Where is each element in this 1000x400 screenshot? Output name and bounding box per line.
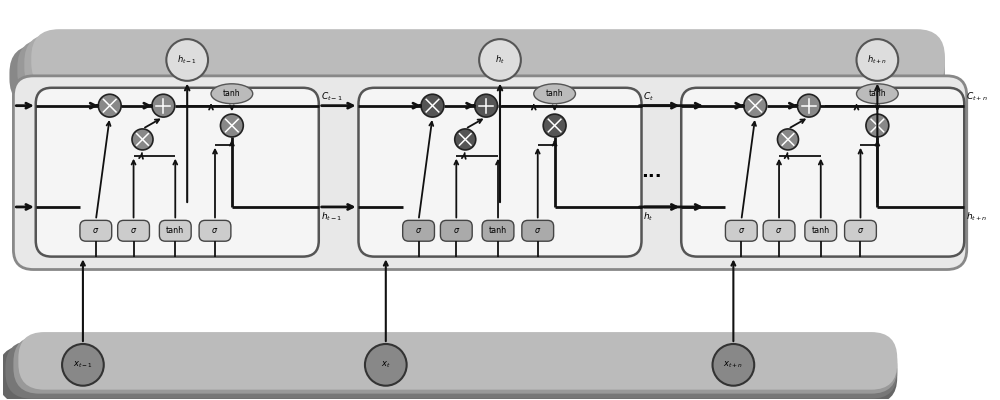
FancyBboxPatch shape [403,220,434,241]
Text: $\sigma$: $\sigma$ [130,226,137,235]
FancyBboxPatch shape [199,220,231,241]
Text: $C_{t+n}$: $C_{t+n}$ [966,91,988,103]
Text: $\sigma$: $\sigma$ [534,226,541,235]
Text: tanh: tanh [166,226,184,235]
Text: tanh: tanh [869,89,886,98]
Text: $h_{t+n}$: $h_{t+n}$ [867,54,887,66]
Text: $C_{t-1}$: $C_{t-1}$ [321,91,343,103]
FancyBboxPatch shape [805,220,837,241]
Text: $\sigma$: $\sigma$ [453,226,460,235]
FancyBboxPatch shape [13,336,897,394]
Circle shape [365,344,407,386]
Text: tanh: tanh [812,226,830,235]
Text: $\sigma$: $\sigma$ [857,226,864,235]
Text: ...: ... [641,163,661,181]
Text: $x_t$: $x_t$ [381,360,391,370]
FancyBboxPatch shape [24,34,945,96]
Circle shape [857,39,898,81]
FancyBboxPatch shape [440,220,472,241]
Circle shape [166,39,208,81]
FancyBboxPatch shape [36,88,319,257]
FancyBboxPatch shape [118,220,149,241]
FancyBboxPatch shape [9,45,945,107]
Circle shape [98,94,121,117]
Circle shape [62,344,104,386]
Circle shape [421,94,444,117]
Text: tanh: tanh [546,89,563,98]
Text: $x_{t+n}$: $x_{t+n}$ [723,360,743,370]
Text: $h_{t-1}$: $h_{t-1}$ [177,54,197,66]
FancyBboxPatch shape [13,76,967,270]
Text: $\sigma$: $\sigma$ [92,226,99,235]
Text: $\sigma$: $\sigma$ [211,226,219,235]
Circle shape [713,344,754,386]
Circle shape [866,114,889,137]
Circle shape [797,94,820,117]
FancyBboxPatch shape [18,332,897,390]
Text: $h_t$: $h_t$ [495,54,505,66]
Circle shape [455,129,476,150]
FancyBboxPatch shape [845,220,876,241]
FancyBboxPatch shape [5,341,897,399]
FancyBboxPatch shape [725,220,757,241]
Text: $C_t$: $C_t$ [643,91,654,103]
Text: $h_t$: $h_t$ [643,211,654,223]
Circle shape [543,114,566,137]
Ellipse shape [857,84,898,104]
FancyBboxPatch shape [522,220,554,241]
Circle shape [152,94,175,117]
FancyBboxPatch shape [0,346,897,400]
Text: $h_{t-1}$: $h_{t-1}$ [321,211,342,223]
Circle shape [479,39,521,81]
Text: $\sigma$: $\sigma$ [775,226,783,235]
Circle shape [132,129,153,150]
Circle shape [220,114,243,137]
Text: tanh: tanh [489,226,507,235]
FancyBboxPatch shape [159,220,191,241]
Text: tanh: tanh [223,89,241,98]
FancyBboxPatch shape [80,220,112,241]
Circle shape [744,94,767,117]
Text: $\sigma$: $\sigma$ [415,226,422,235]
Circle shape [777,129,798,150]
Text: $h_{t+n}$: $h_{t+n}$ [966,211,988,223]
Circle shape [475,94,498,117]
FancyBboxPatch shape [681,88,964,257]
FancyBboxPatch shape [482,220,514,241]
Text: $\sigma$: $\sigma$ [738,226,745,235]
FancyBboxPatch shape [31,29,945,91]
Ellipse shape [534,84,575,104]
FancyBboxPatch shape [17,39,945,101]
Ellipse shape [211,84,253,104]
FancyBboxPatch shape [358,88,642,257]
FancyBboxPatch shape [763,220,795,241]
Text: $x_{t-1}$: $x_{t-1}$ [73,360,93,370]
